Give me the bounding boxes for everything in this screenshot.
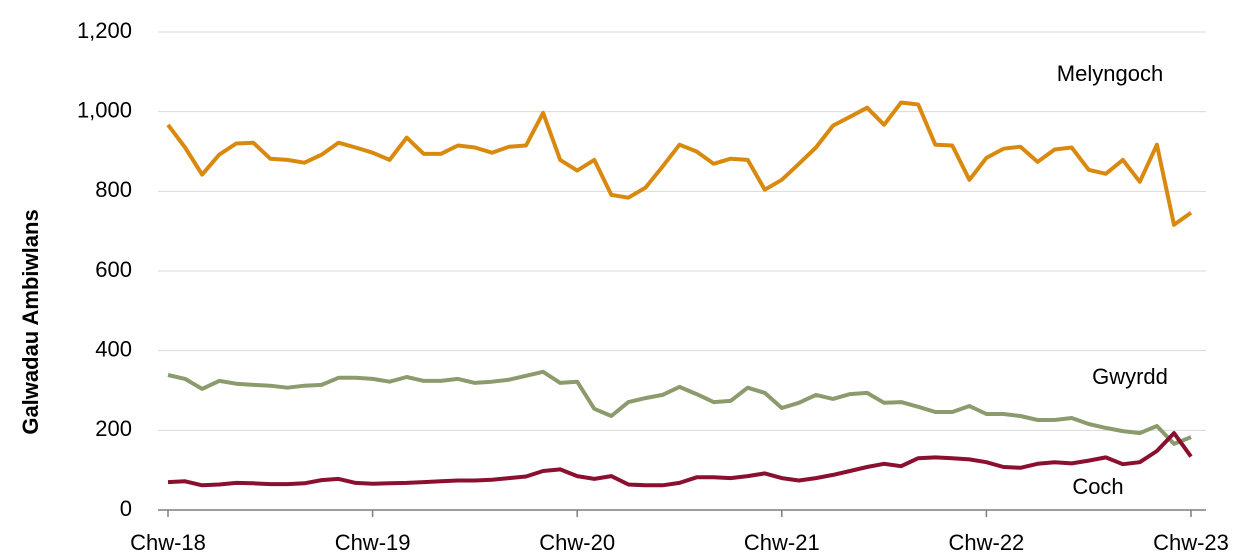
series-label: Melyngoch: [1057, 61, 1163, 86]
x-tick-label: Chw-23: [1153, 530, 1229, 555]
y-tick-label: 400: [95, 336, 132, 361]
x-tick-label: Chw-21: [744, 530, 820, 555]
x-tick-label: Chw-19: [335, 530, 411, 555]
series-line: [167, 431, 1193, 488]
y-tick-label: 1,000: [77, 97, 132, 122]
series-label: Coch: [1072, 474, 1123, 499]
y-axis-label: Galwadau Ambiwlans: [18, 209, 43, 434]
x-tick-label: Chw-20: [539, 530, 615, 555]
series-line: [166, 100, 1193, 227]
series-label: Gwyrdd: [1092, 364, 1168, 389]
y-tick-label: 200: [95, 416, 132, 441]
series-line: [167, 369, 1192, 446]
y-tick-label: 600: [95, 257, 132, 282]
x-tick-label: Chw-18: [130, 530, 206, 555]
y-tick-label: 1,200: [77, 18, 132, 43]
y-tick-label: 0: [120, 496, 132, 521]
x-tick-label: Chw-22: [948, 530, 1024, 555]
y-tick-label: 800: [95, 177, 132, 202]
